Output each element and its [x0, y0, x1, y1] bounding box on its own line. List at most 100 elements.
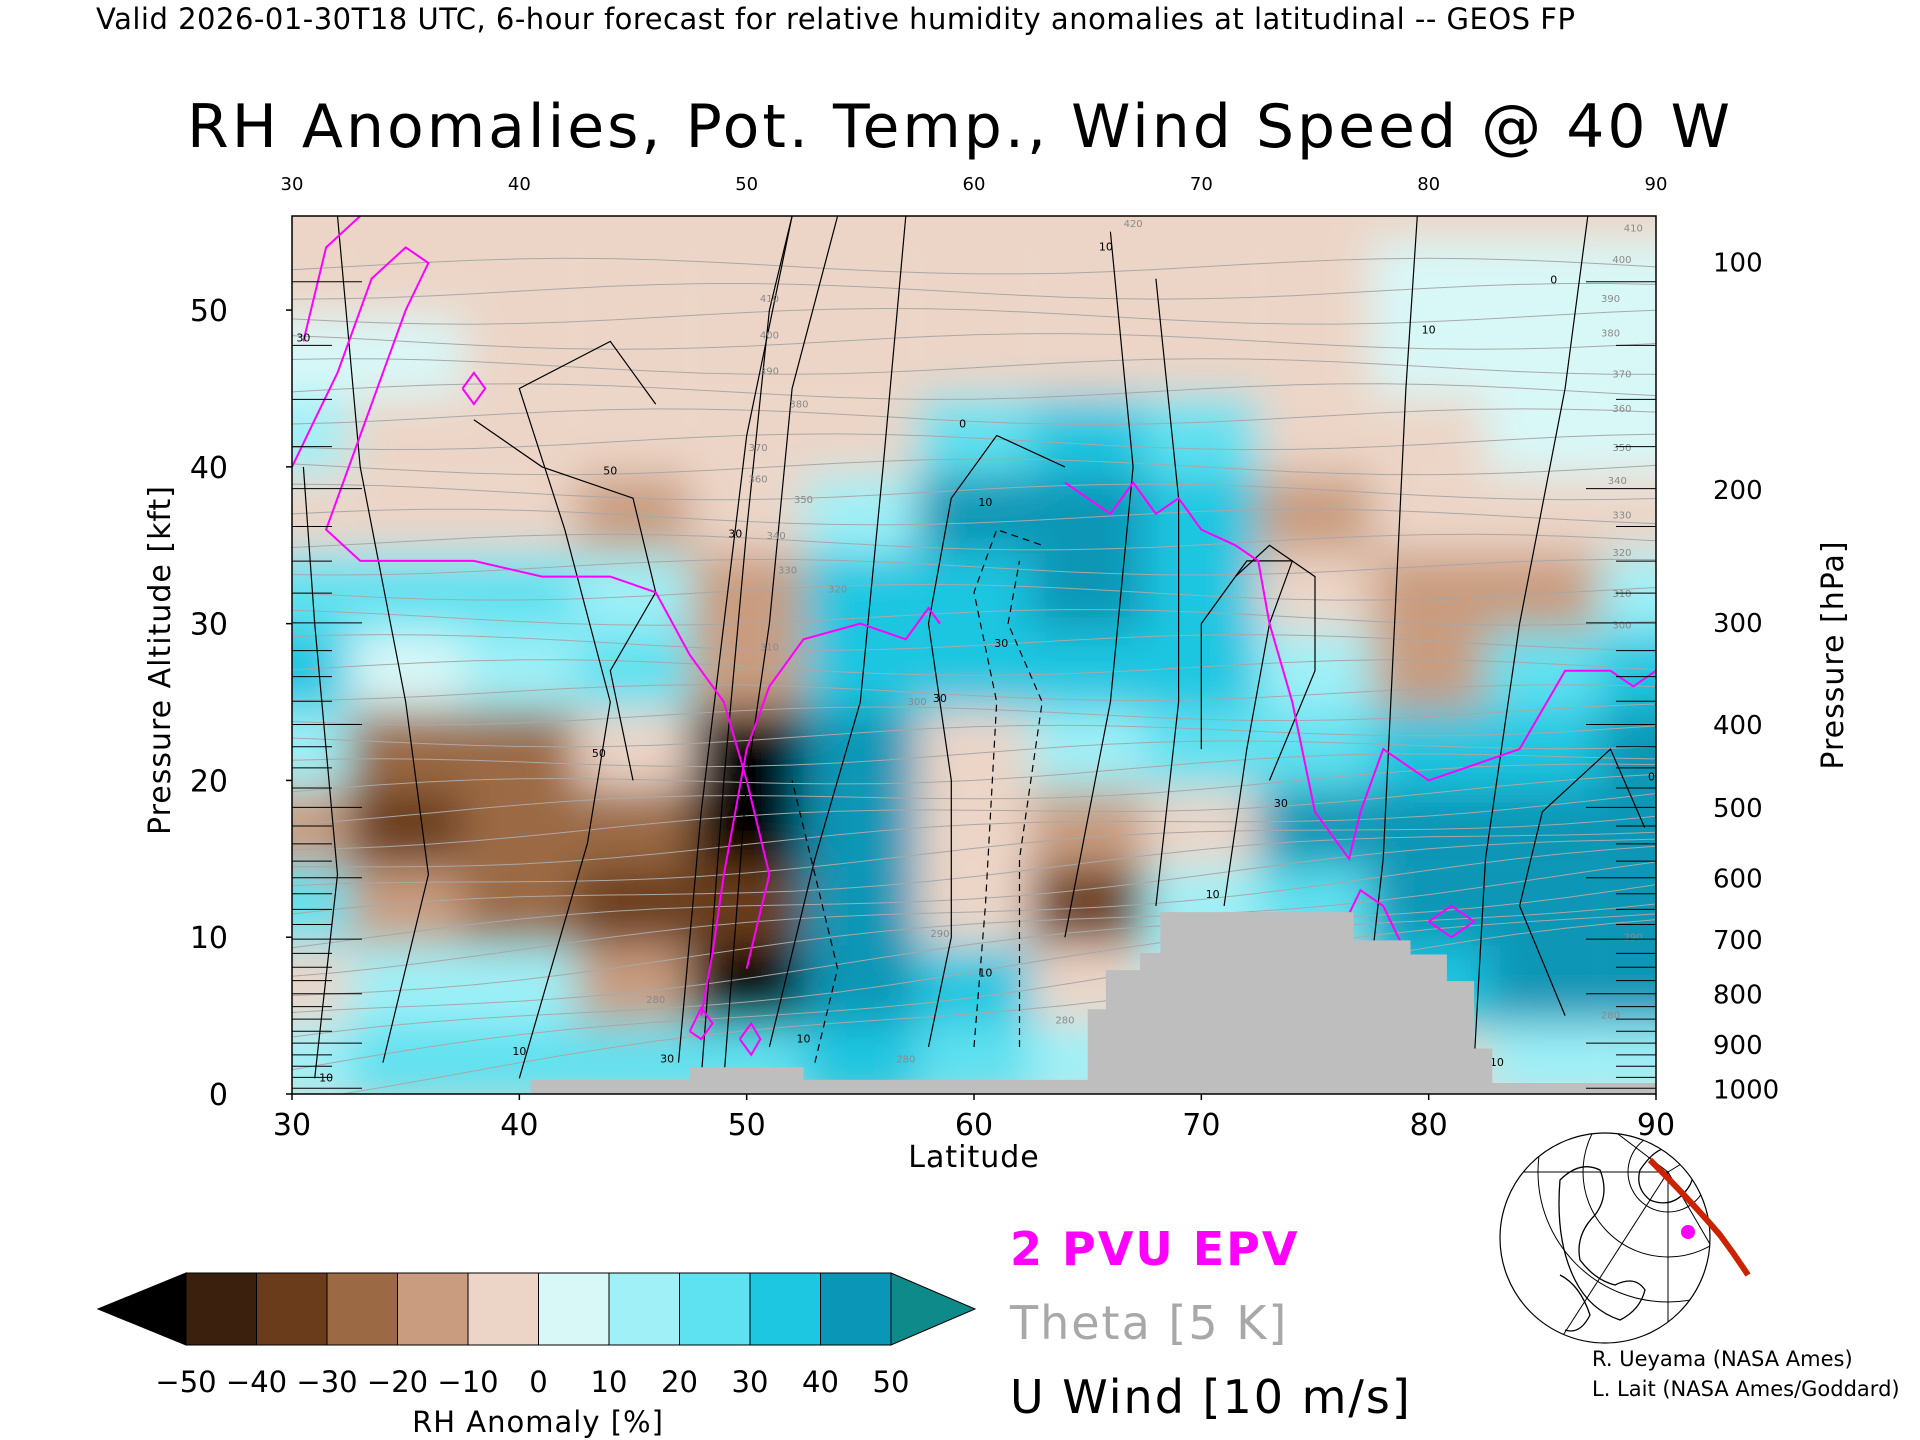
y-tick-label: 10 [190, 921, 228, 956]
plot-area: 4204104003903803703603503403303203103002… [291, 215, 1657, 1095]
heat-cell [1144, 239, 1259, 318]
theta-contour-label: 300 [1612, 620, 1631, 631]
u-wind-contour-line [723, 216, 839, 1079]
epv-contours [292, 216, 1656, 1057]
colorbar-label: RH Anomaly [%] [412, 1405, 664, 1439]
u-wind-contour-label: 10 [512, 1045, 526, 1058]
colorbar-box [749, 1272, 821, 1346]
heat-cell [1599, 317, 1656, 397]
theta-contours [292, 257, 1656, 1094]
y-axis-label: Pressure Altitude [kft] [143, 485, 178, 835]
pressure-tick-label: 1000 [1713, 1075, 1779, 1105]
theta-contour-label: 370 [748, 443, 767, 454]
x-top-tick-label: 90 [1645, 174, 1668, 195]
heat-cell [576, 866, 690, 946]
heat-cell [689, 317, 804, 397]
theta-contour-line [292, 307, 1656, 325]
y-tick-label: 30 [190, 608, 228, 643]
header-text: Valid 2026-01-30T18 UTC, 6-hour forecast… [96, 2, 1576, 36]
u-wind-contour-line [1064, 231, 1134, 938]
theta-contour-label: 280 [896, 1055, 915, 1066]
heat-cell [1371, 709, 1486, 789]
heat-cell [1144, 396, 1259, 475]
heat-cell [803, 317, 918, 397]
heat-cell [462, 239, 577, 318]
heat-cell [576, 788, 690, 867]
u-wind-contour-label: 10 [1422, 324, 1436, 337]
theta-contour-line [292, 684, 1656, 701]
theta-contour-line [292, 703, 1656, 726]
theta-contour-line [292, 861, 1656, 996]
epv-contour-line [738, 1021, 762, 1057]
x-tick-label: 60 [955, 1108, 993, 1143]
epv-contour-line [1064, 480, 1656, 862]
theta-contour-line [292, 845, 1656, 977]
heat-cell [1258, 396, 1372, 475]
pressure-tick-label: 500 [1713, 794, 1763, 824]
u-wind-contour-label: 10 [797, 1032, 811, 1045]
epv-contour-line [292, 246, 771, 969]
heat-cell [292, 1023, 349, 1094]
x-tick-label: 40 [500, 1108, 538, 1143]
heat-cell [803, 866, 918, 946]
theta-contour-label: 410 [760, 294, 779, 305]
x-tick-label: 80 [1410, 1108, 1448, 1143]
heat-cell [1485, 396, 1600, 475]
theta-contour-label: 320 [1612, 548, 1631, 559]
heat-cell [917, 317, 1031, 397]
u-wind-contour-label: 10 [319, 1071, 333, 1084]
theta-contour-label: 400 [760, 330, 779, 341]
heat-cell [292, 239, 349, 318]
terrain-mask [292, 912, 1656, 1094]
colorbar-arrow-high [890, 1272, 977, 1346]
theta-contour-label: 390 [760, 366, 779, 377]
pressure-axis-label: Pressure [hPa] [1816, 540, 1851, 769]
heat-cell [1485, 1023, 1600, 1094]
theta-contour-line [292, 358, 1656, 375]
polar-map-icon [1499, 1132, 1751, 1344]
u-wind-contour-label: 0 [1550, 273, 1557, 286]
theta-contour-line [292, 257, 1656, 275]
theta-contour-line [292, 913, 1656, 1071]
heat-cell [1599, 553, 1656, 632]
heat-cell [1485, 317, 1600, 397]
x-top-tick-label: 50 [735, 174, 758, 195]
x-top-tick-label: 80 [1417, 174, 1440, 195]
colorbar-tick-label: 10 [591, 1365, 628, 1399]
theta-contour-line [292, 831, 1656, 915]
heat-cell [1599, 788, 1656, 867]
y-tick-label: 0 [209, 1078, 228, 1113]
colorbar-box [326, 1272, 398, 1346]
legend-theta: Theta [5 K] [1010, 1296, 1289, 1350]
heat-cell [1485, 239, 1600, 318]
heat-cell [1485, 709, 1600, 789]
heat-cell [1258, 474, 1372, 554]
colorbar-box [185, 1272, 257, 1346]
heat-cell [803, 709, 918, 789]
x-tick-label: 30 [273, 1108, 311, 1143]
y-tick-label: 40 [190, 451, 228, 486]
heat-cell [292, 788, 349, 867]
theta-contour-label: 330 [778, 565, 797, 576]
heat-cell [1030, 317, 1145, 397]
colorbar-box [467, 1272, 539, 1346]
theta-contour-line [292, 558, 1656, 576]
axes: 30 40 50 60 70 80 90 30 40 50 60 70 80 90 0 10 20 30 40 5… [143, 174, 1851, 1175]
heat-cell [348, 788, 463, 867]
x-top-tick-label: 60 [963, 174, 986, 195]
theta-contour-line [292, 740, 1656, 768]
theta-contour-label: 380 [1601, 329, 1620, 340]
theta-contour-line [292, 408, 1656, 426]
theta-contour-line [292, 884, 1656, 1013]
u-wind-contour-line [973, 528, 1043, 1048]
heat-cell [292, 317, 349, 397]
u-wind-contour-line [1473, 216, 1589, 1063]
credit-line-2: L. Lait (NASA Ames/Goddard) [1592, 1377, 1900, 1401]
u-wind-contour-label: 30 [933, 692, 947, 705]
x-top-tick-label: 40 [508, 174, 531, 195]
heat-cell [1371, 866, 1486, 946]
contour-labels: 4204104003903803703603503403303203103002… [296, 219, 1655, 1084]
colorbar-tick-label: −40 [226, 1365, 287, 1399]
x-top-tick-label: 30 [281, 174, 304, 195]
